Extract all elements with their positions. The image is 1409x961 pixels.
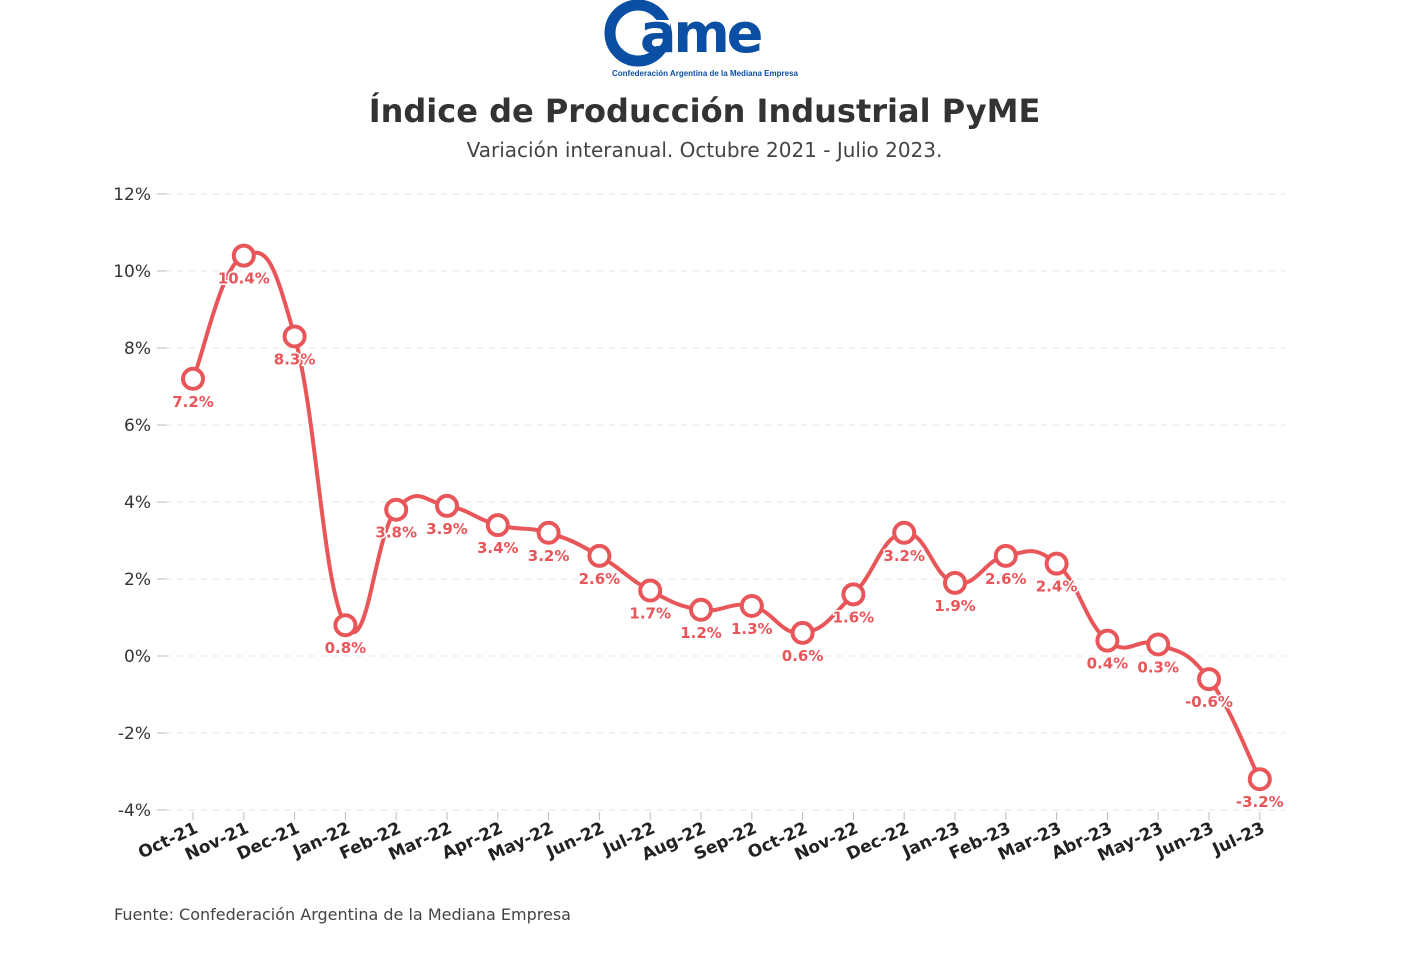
x-axis: Oct-21Nov-21Dec-21Jan-22Feb-22Mar-22Apr-… (135, 812, 1268, 866)
y-tick-label: 8% (124, 339, 151, 359)
data-point (689, 597, 713, 622)
chart-title: Índice de Producción Industrial PyME (368, 92, 1041, 130)
data-label: 8.3% (274, 350, 316, 368)
data-point (943, 570, 967, 595)
data-points (181, 243, 1272, 792)
data-point (993, 543, 1018, 568)
x-tick-label: Jul-23 (1209, 818, 1268, 860)
data-point (435, 493, 459, 518)
y-tick-label: 12% (113, 185, 151, 205)
y-tick-label: -2% (118, 724, 151, 744)
came-logo: ame (604, 0, 765, 67)
data-label: 2.6% (579, 570, 621, 588)
data-label: 0.8% (325, 639, 367, 657)
data-label: 3.2% (528, 547, 570, 565)
data-point (536, 520, 561, 545)
y-tick-label: 4% (124, 493, 151, 513)
data-point (1044, 551, 1069, 576)
data-label: -3.2% (1236, 793, 1284, 811)
data-labels: 7.2% 10.4% 8.3% 0.8% 3.8% 3.9% 3.4% 3.2% 2.6% 1.7… (171, 268, 1286, 813)
data-label: 2.6% (985, 570, 1027, 588)
data-point (485, 513, 510, 538)
x-tick-label: Jun-22 (543, 818, 608, 862)
data-label: 1.3% (731, 620, 773, 638)
data-label: 3.4% (477, 539, 519, 557)
data-point (384, 497, 409, 522)
series-line (191, 250, 1262, 782)
y-tick-label: 6% (124, 416, 151, 436)
data-point (333, 613, 358, 638)
y-tick-label: 0% (124, 647, 151, 667)
data-label: 2.4% (1036, 578, 1078, 596)
data-point (1095, 628, 1120, 653)
data-point (1197, 667, 1221, 692)
logo-wordmark: ame (640, 2, 762, 65)
data-label: 3.9% (426, 520, 468, 538)
data-label: 1.2% (680, 624, 722, 642)
data-label: -0.6% (1185, 693, 1233, 711)
data-label: 10.4% (218, 270, 270, 288)
data-point (181, 366, 205, 391)
data-point (282, 324, 307, 349)
data-label: 1.6% (833, 608, 875, 626)
y-tick-label: 10% (113, 262, 151, 282)
data-point (587, 543, 612, 568)
logo-tagline: Confederación Argentina de la Mediana Em… (612, 69, 798, 78)
data-point (790, 620, 815, 645)
data-label: 1.9% (934, 597, 976, 615)
data-point (739, 593, 764, 618)
data-label: 3.8% (375, 524, 417, 542)
grid-lines (165, 193, 1285, 811)
data-label: 0.6% (782, 647, 824, 665)
source-note: Fuente: Confederación Argentina de la Me… (114, 905, 571, 924)
data-point (892, 520, 917, 545)
data-point (1247, 767, 1272, 792)
x-tick-label: Jun-23 (1152, 818, 1217, 862)
chart-subtitle: Variación interanual. Octubre 2021 - Jul… (466, 138, 943, 162)
data-label: 0.4% (1087, 655, 1129, 673)
y-tick-label: -4% (118, 801, 151, 821)
data-point (231, 243, 256, 268)
data-label: 0.3% (1137, 658, 1179, 676)
data-point (1146, 632, 1171, 657)
y-tick-label: 2% (124, 570, 151, 590)
data-label: 1.7% (629, 605, 671, 623)
data-label: 3.2% (883, 547, 925, 565)
data-point (638, 578, 663, 603)
data-point (841, 582, 866, 607)
data-label: 7.2% (172, 393, 214, 411)
y-axis: 12% 10% 8% 6% 4% 2% 0% -2% -4% (113, 185, 167, 821)
